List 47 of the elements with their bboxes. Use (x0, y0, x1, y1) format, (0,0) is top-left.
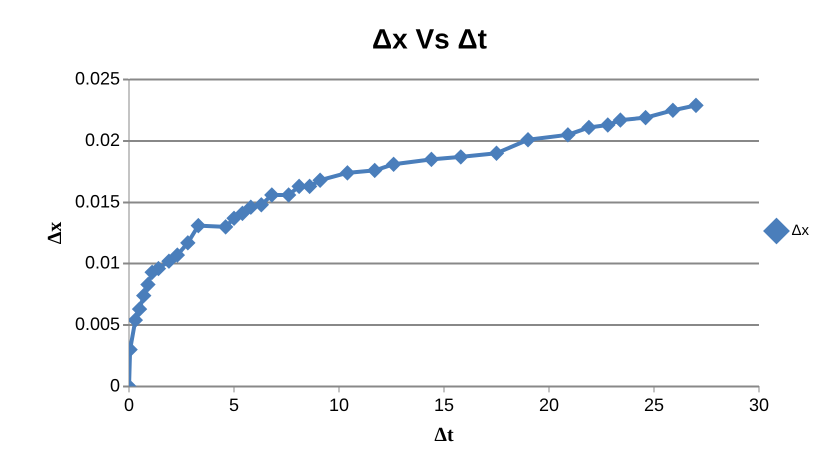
y-tick-label: 0.005 (74, 314, 120, 334)
legend-label: Δx (791, 222, 810, 240)
point (234, 206, 250, 221)
point (581, 120, 596, 135)
point (190, 218, 206, 234)
x-tick-label: 20 (538, 395, 560, 416)
point (218, 219, 234, 234)
y-tick-label: 0.01 (84, 252, 120, 273)
point (281, 187, 296, 202)
point (243, 200, 258, 215)
x-axis-title: Δt (434, 424, 454, 446)
point (302, 178, 318, 194)
point (367, 162, 382, 178)
x-tick-label: 10 (329, 395, 350, 416)
point (600, 118, 616, 133)
point (132, 302, 148, 317)
point (340, 165, 355, 180)
point (638, 110, 654, 126)
point (688, 98, 704, 113)
point (170, 248, 185, 263)
point (453, 149, 468, 164)
point (161, 254, 176, 269)
point (140, 277, 156, 292)
x-tick-label: 30 (748, 395, 769, 416)
chart-title: Δx Vs Δt (372, 24, 487, 55)
point (264, 187, 280, 202)
x-tick-label: 0 (124, 395, 134, 416)
y-tick-label: 0.015 (74, 191, 120, 212)
point (136, 288, 152, 304)
point (560, 127, 576, 142)
point (386, 156, 402, 172)
point (665, 102, 680, 118)
point (312, 172, 328, 188)
point (180, 235, 196, 250)
x-tick-label: 25 (644, 395, 664, 416)
x-tick-label: 15 (434, 395, 454, 416)
y-axis-title: Δx (44, 222, 66, 244)
point (129, 312, 143, 328)
x-tick-label: 5 (229, 395, 240, 416)
point (612, 112, 628, 128)
point (520, 132, 536, 148)
y-tick-label: 0.025 (74, 68, 120, 89)
point (254, 197, 269, 212)
y-tick-label: 0 (110, 375, 120, 396)
point (424, 152, 439, 167)
y-tick-label: 0.02 (84, 130, 120, 150)
point (489, 146, 504, 161)
